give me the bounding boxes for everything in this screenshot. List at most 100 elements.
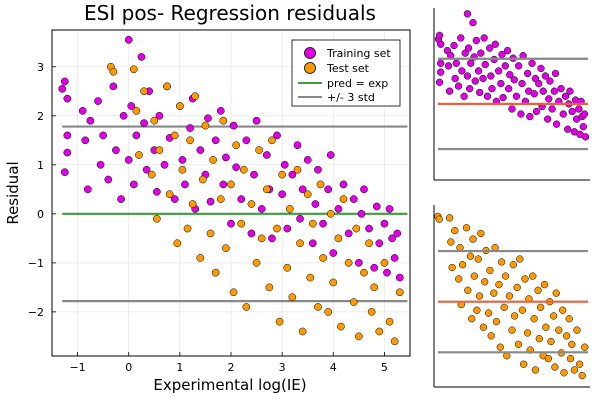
inset-point bbox=[458, 261, 467, 269]
x-axis-label: Experimental log(IE) bbox=[153, 376, 306, 394]
inset-point bbox=[486, 44, 494, 52]
inset-point bbox=[505, 292, 514, 300]
inset-point bbox=[534, 286, 542, 294]
training-point bbox=[206, 197, 215, 206]
inset-point bbox=[531, 74, 540, 83]
inset-point bbox=[544, 115, 552, 123]
legend-label-3std: +/- 3 std bbox=[327, 91, 375, 104]
training-point bbox=[288, 170, 297, 179]
legend: Training set Test set pred = exp +/- 3 s… bbox=[291, 39, 401, 107]
training-point bbox=[262, 151, 271, 159]
inset-point bbox=[580, 110, 589, 118]
inset-point bbox=[460, 92, 468, 100]
test-point bbox=[140, 87, 148, 96]
training-point bbox=[296, 214, 304, 223]
test-point bbox=[216, 195, 225, 203]
inset-point bbox=[447, 238, 455, 246]
inset-point bbox=[437, 68, 445, 76]
training-point bbox=[124, 35, 133, 44]
y-tick-label: 0 bbox=[37, 208, 44, 221]
inset-point bbox=[562, 332, 571, 340]
test-point bbox=[232, 141, 240, 150]
test-point bbox=[306, 273, 315, 282]
inset-point bbox=[540, 280, 549, 289]
test-point bbox=[109, 67, 118, 76]
inset-point bbox=[470, 272, 478, 280]
training-point bbox=[380, 219, 389, 228]
training-point bbox=[247, 229, 256, 238]
test-point bbox=[191, 92, 200, 101]
test-point bbox=[262, 185, 271, 194]
test-point bbox=[367, 308, 376, 316]
inset-point bbox=[505, 85, 513, 93]
training-point bbox=[393, 229, 402, 238]
training-point bbox=[124, 156, 133, 164]
training-point bbox=[278, 190, 286, 199]
test-point bbox=[268, 136, 276, 145]
training-point bbox=[152, 187, 161, 196]
y-tick-label: −1 bbox=[28, 257, 44, 270]
training-point bbox=[211, 136, 220, 145]
training-point bbox=[196, 146, 205, 154]
training-point bbox=[178, 156, 187, 164]
y-axis-label: Residual bbox=[4, 161, 22, 224]
inset-point bbox=[437, 59, 445, 67]
inset-point bbox=[568, 340, 576, 348]
inset-point bbox=[497, 258, 506, 266]
test-point bbox=[339, 195, 348, 203]
training-point bbox=[298, 185, 307, 194]
x-tick-label: 5 bbox=[381, 361, 388, 374]
inset-point bbox=[445, 87, 454, 95]
training-point bbox=[383, 268, 391, 277]
test-point bbox=[360, 268, 368, 277]
inset-point bbox=[451, 74, 459, 83]
training-point bbox=[132, 131, 141, 140]
inset-point bbox=[549, 312, 558, 320]
inset-training-lines bbox=[438, 57, 588, 151]
inset-point bbox=[466, 85, 474, 93]
inset-point bbox=[578, 371, 586, 380]
test-point bbox=[229, 288, 238, 297]
training-point bbox=[129, 180, 138, 189]
inset-point bbox=[518, 306, 527, 314]
inset-point bbox=[435, 31, 444, 40]
test-point bbox=[196, 254, 205, 262]
training-point bbox=[252, 116, 261, 125]
inset-point bbox=[488, 85, 496, 93]
training-point bbox=[109, 82, 118, 91]
inset-point bbox=[530, 90, 538, 98]
inset-point bbox=[565, 315, 573, 323]
inset-point bbox=[469, 19, 477, 27]
inset-point bbox=[474, 67, 483, 75]
inset-point bbox=[560, 369, 568, 377]
test-point bbox=[227, 180, 235, 189]
inset-point bbox=[474, 255, 482, 263]
inset-point bbox=[435, 215, 443, 223]
test-point bbox=[326, 209, 335, 218]
training-point bbox=[58, 84, 67, 93]
inset-point bbox=[546, 77, 554, 85]
inset-point bbox=[523, 329, 532, 337]
test-point bbox=[247, 200, 256, 208]
test-point bbox=[344, 259, 353, 267]
legend-label-pred-exp: pred = exp bbox=[327, 77, 388, 90]
test-point bbox=[324, 308, 333, 316]
inset-point bbox=[547, 337, 555, 346]
inset-point bbox=[559, 110, 567, 118]
test-point bbox=[265, 283, 274, 292]
test-point bbox=[278, 170, 286, 179]
test-point bbox=[285, 205, 294, 213]
training-point bbox=[319, 219, 327, 228]
inset-point bbox=[479, 323, 488, 331]
training-point bbox=[303, 156, 312, 164]
inset-point bbox=[487, 72, 495, 80]
inset-point bbox=[490, 289, 498, 297]
inset-point bbox=[503, 46, 512, 55]
inset-point bbox=[575, 360, 584, 368]
training-point bbox=[160, 160, 169, 169]
legend-label-training: Training set bbox=[326, 47, 391, 60]
x-tick-label: 0 bbox=[125, 361, 132, 374]
test-point bbox=[375, 327, 384, 336]
inset-point bbox=[575, 105, 583, 113]
